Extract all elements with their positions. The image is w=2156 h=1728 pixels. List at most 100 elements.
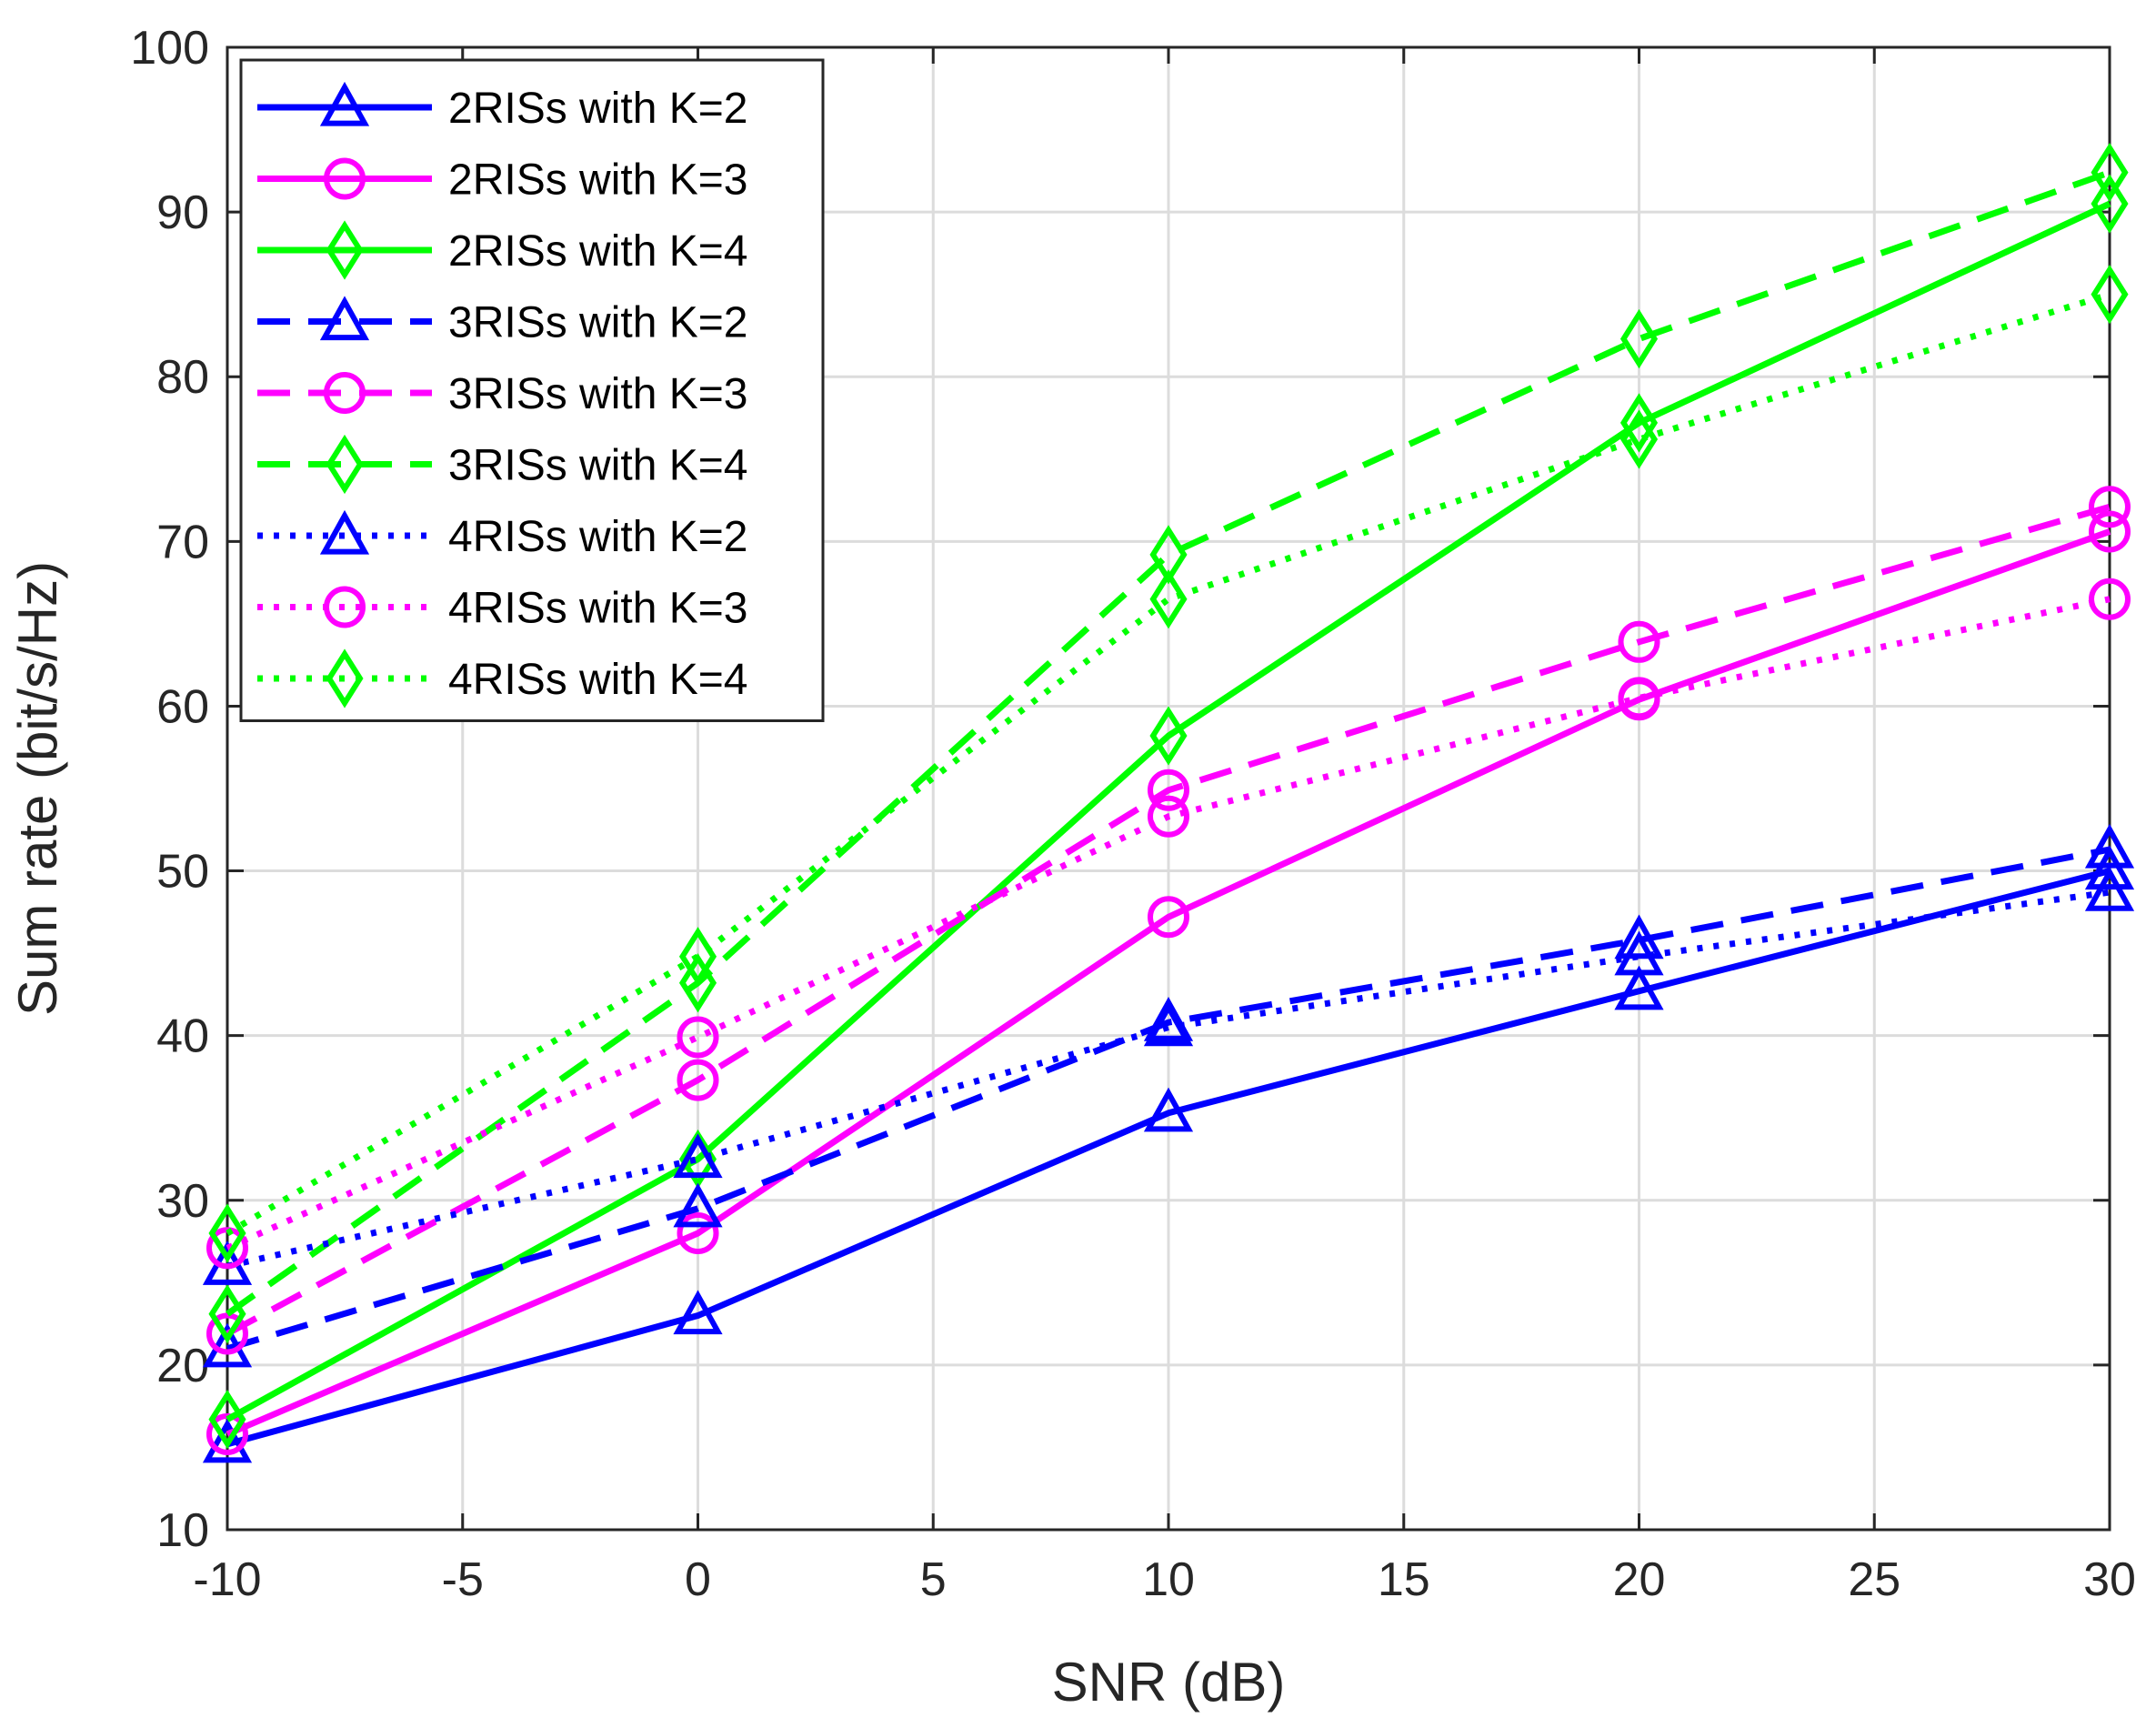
- data-point-marker: [1149, 706, 1188, 766]
- legend-marker: [326, 648, 364, 708]
- legend-marker: [326, 220, 364, 280]
- data-point-marker: [2091, 174, 2129, 234]
- data-point-marker: [673, 1290, 723, 1335]
- data-point-marker: [677, 1059, 719, 1101]
- x-tick-label: 15: [1378, 1553, 1430, 1606]
- data-point-marker: [1143, 1001, 1194, 1047]
- y-tick-label: 60: [156, 680, 209, 733]
- data-point-marker: [1149, 569, 1188, 629]
- legend-entry: 4RISs with K=3: [257, 585, 747, 633]
- y-tick-label: 70: [156, 516, 209, 568]
- series-8: [206, 578, 2131, 1270]
- data-point-marker: [1148, 795, 1189, 838]
- axis-ticks: -10 -5 0 5 10 15 20 25 30 10 20 30 40 50 60 70 80 90 100: [130, 22, 2136, 1606]
- legend-entry: 2RISs with K=4: [257, 220, 747, 280]
- x-tick-label: 30: [2083, 1553, 2136, 1606]
- data-point-marker: [1620, 308, 1659, 369]
- series-line: [226, 291, 2111, 1237]
- y-tick-label: 90: [156, 186, 209, 239]
- data-point-marker: [202, 1418, 253, 1463]
- x-tick-label: 5: [920, 1553, 947, 1606]
- legend-entry: 2RISs with K=2: [257, 81, 747, 133]
- y-tick-label: 20: [156, 1340, 209, 1392]
- y-axis-title: Sum rate (bit/s/Hz): [7, 561, 68, 1016]
- y-tick-label: 80: [156, 351, 209, 404]
- data-point-marker: [2089, 510, 2131, 553]
- data-point-marker: [673, 1133, 723, 1179]
- series-line: [226, 868, 2111, 1448]
- y-tick-label: 30: [156, 1175, 209, 1228]
- legend-label: 3RISs with K=4: [448, 442, 747, 490]
- data-point-marker: [2084, 823, 2135, 869]
- x-tick-label: -5: [442, 1553, 484, 1606]
- data-point-marker: [2089, 486, 2131, 528]
- data-point-marker: [1614, 965, 1664, 1010]
- data-point-marker: [2084, 845, 2135, 890]
- series-line: [225, 169, 2111, 1317]
- legend-marker: [324, 372, 366, 414]
- data-point-marker: [2091, 143, 2129, 203]
- series-line: [226, 528, 2111, 1438]
- data-point-marker: [2084, 866, 2135, 911]
- y-tick-label: 50: [156, 846, 209, 899]
- legend-label: 4RISs with K=2: [448, 513, 747, 561]
- series-9: [208, 265, 2129, 1263]
- data-point-marker: [1620, 393, 1659, 453]
- series-line: [226, 503, 2111, 1337]
- y-tick-label: 100: [130, 22, 209, 75]
- data-point-marker: [1614, 930, 1664, 976]
- legend-entry: 3RISs with K=2: [257, 296, 747, 347]
- x-tick-label: 0: [685, 1553, 711, 1606]
- x-axis-title: SNR (dB): [1052, 1652, 1286, 1713]
- series-line: [226, 846, 2111, 1352]
- data-point-marker: [1620, 409, 1659, 469]
- legend-entry: 4RISs with K=4: [257, 648, 747, 708]
- legend-label: 4RISs with K=4: [448, 656, 747, 704]
- data-point-marker: [678, 953, 717, 1013]
- legend: 2RISs with K=2 2RISs with K=3 2RISs with K…: [239, 58, 825, 722]
- data-point-marker: [1614, 914, 1664, 959]
- x-tick-label: 25: [1848, 1553, 1900, 1606]
- legend-marker: [319, 509, 370, 555]
- data-point-marker: [678, 927, 717, 987]
- y-tick-label: 10: [156, 1504, 209, 1557]
- legend-entry: 4RISs with K=2: [257, 509, 747, 561]
- legend-entry: 2RISs with K=3: [257, 156, 747, 205]
- legend-label: 2RISs with K=2: [448, 85, 747, 133]
- data-point-marker: [1148, 896, 1189, 939]
- data-point-marker: [1148, 769, 1189, 811]
- y-tick-label: 40: [156, 1010, 209, 1063]
- data-point-marker: [1618, 620, 1660, 663]
- legend-label: 4RISs with K=3: [448, 585, 747, 633]
- legend-label: 3RISs with K=3: [448, 370, 747, 418]
- series-1: [202, 845, 2135, 1463]
- x-tick-label: 20: [1613, 1553, 1666, 1606]
- legend-entry: 3RISs with K=3: [257, 370, 747, 418]
- series-group: [202, 143, 2135, 1463]
- series-line: [226, 596, 2111, 1251]
- data-point-marker: [2089, 578, 2131, 620]
- data-point-marker: [206, 1312, 248, 1355]
- legend-marker: [324, 586, 366, 628]
- legend-label: 2RISs with K=4: [448, 227, 747, 276]
- legend-entry: 3RISs with K=4: [257, 434, 747, 495]
- x-tick-label: -10: [193, 1553, 261, 1606]
- data-point-marker: [1143, 1087, 1194, 1132]
- x-tick-label: 10: [1142, 1553, 1195, 1606]
- series-line: [226, 889, 2111, 1270]
- data-point-marker: [677, 1016, 719, 1059]
- data-point-marker: [208, 1284, 246, 1344]
- series-5: [206, 486, 2131, 1355]
- data-point-marker: [673, 1182, 723, 1228]
- legend-marker: [326, 434, 364, 495]
- legend-marker: [324, 157, 366, 200]
- series-6: [208, 143, 2129, 1344]
- legend-label: 3RISs with K=2: [448, 299, 747, 347]
- series-line: [226, 200, 2111, 1422]
- data-point-marker: [208, 1203, 246, 1263]
- data-point-marker: [2091, 265, 2129, 325]
- legend-marker: [319, 81, 370, 126]
- data-point-marker: [1618, 677, 1660, 719]
